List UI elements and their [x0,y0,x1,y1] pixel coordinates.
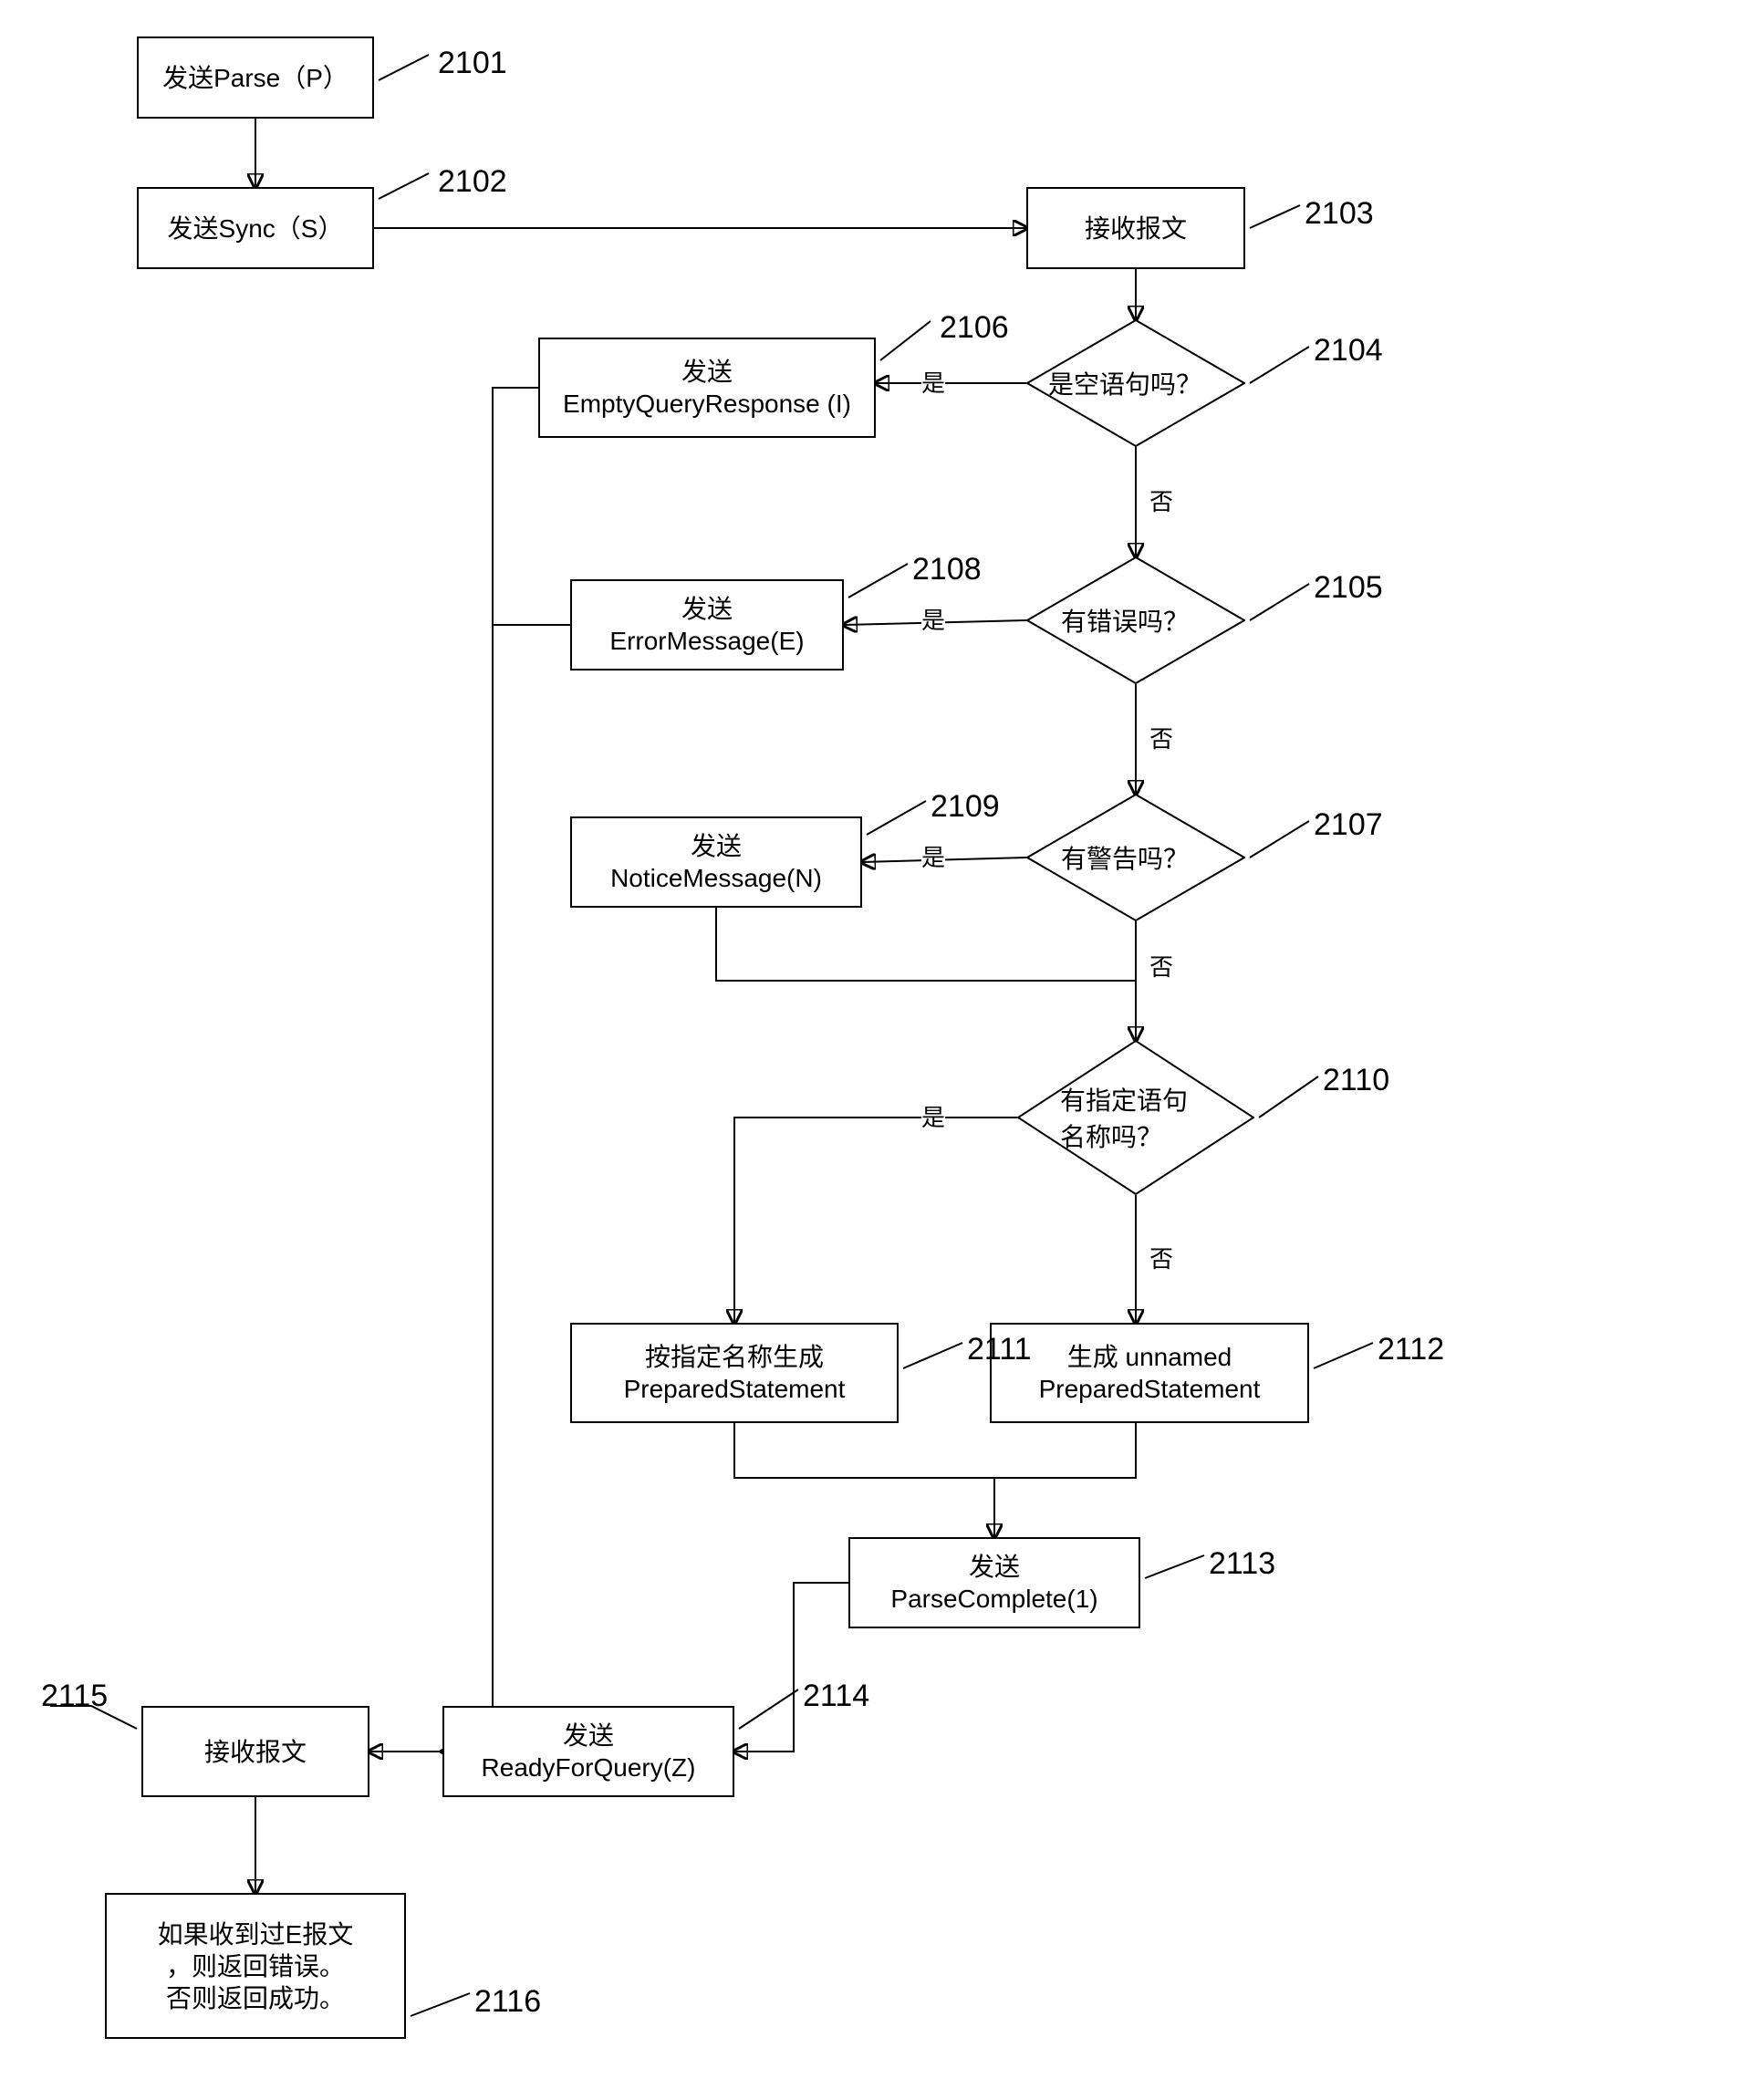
edge-label: 是 [921,365,945,399]
node-label: 发送Parse（P） [162,62,348,94]
edge-label: 否 [1149,949,1173,982]
ref-r2115: 2115 [41,1679,108,1714]
node-label: 接收报文 [1085,213,1187,244]
node-n2113: 发送 ParseComplete(1) [848,1537,1140,1628]
ref-r2116: 2116 [474,1984,541,2020]
node-label: 发送 NoticeMessage(N) [610,830,822,894]
node-label: 接收报文 [204,1736,307,1768]
node-n2112: 生成 unnamed PreparedStatement [990,1323,1309,1423]
node-label: 发送 ParseComplete(1) [890,1551,1097,1615]
node-n2104: 是空语句吗？ [1026,319,1245,447]
node-label: 发送 ErrorMessage(E) [609,593,804,657]
edge-label: 否 [1149,1241,1173,1274]
ref-r2109: 2109 [931,789,1000,825]
node-n2102: 发送Sync（S） [137,187,374,269]
ref-r2103: 2103 [1305,196,1374,232]
node-n2105: 有错误吗？ [1026,556,1245,684]
node-label: 发送 ReadyForQuery(Z) [482,1720,696,1783]
ref-r2110: 2110 [1323,1063,1389,1098]
node-n2109: 发送 NoticeMessage(N) [570,816,862,908]
node-n2106: 发送 EmptyQueryResponse (I) [538,338,876,438]
ref-r2111: 2111 [967,1332,1032,1367]
edge-label: 否 [1149,721,1173,754]
node-n2101: 发送Parse（P） [137,36,374,119]
ref-r2102: 2102 [438,164,507,200]
ref-r2107: 2107 [1314,807,1383,843]
node-n2103: 接收报文 [1026,187,1245,269]
node-label: 如果收到过E报文 ，则返回错误。 否则返回成功。 [158,1918,354,2014]
edge-label: 是 [921,602,945,636]
edge-label: 是 [921,839,945,873]
node-label: 生成 unnamed PreparedStatement [1039,1341,1261,1405]
ref-r2104: 2104 [1314,333,1383,369]
node-n2111: 按指定名称生成 PreparedStatement [570,1323,899,1423]
flowchart-canvas: 发送Parse（P）发送Sync（S）接收报文是空语句吗？有错误吗？发送 Emp… [0,0,1747,2100]
node-n2107: 有警告吗？ [1026,794,1245,921]
node-n2108: 发送 ErrorMessage(E) [570,579,844,671]
node-n2110: 有指定语句 名称吗？ [1017,1040,1254,1195]
edge-label: 否 [1149,483,1173,517]
ref-r2106: 2106 [940,310,1009,346]
edge-label: 是 [921,1099,945,1133]
node-label: 按指定名称生成 PreparedStatement [624,1341,846,1405]
ref-r2114: 2114 [803,1679,869,1714]
ref-r2108: 2108 [912,552,982,587]
node-n2115: 接收报文 [141,1706,369,1797]
ref-r2113: 2113 [1209,1546,1275,1582]
node-n2114: 发送 ReadyForQuery(Z) [442,1706,734,1797]
ref-r2112: 2112 [1378,1332,1444,1367]
node-label: 发送 EmptyQueryResponse (I) [563,356,851,420]
node-label: 发送Sync（S） [168,213,344,244]
node-n2116: 如果收到过E报文 ，则返回错误。 否则返回成功。 [105,1893,406,2039]
ref-r2101: 2101 [438,46,507,81]
ref-r2105: 2105 [1314,570,1383,606]
